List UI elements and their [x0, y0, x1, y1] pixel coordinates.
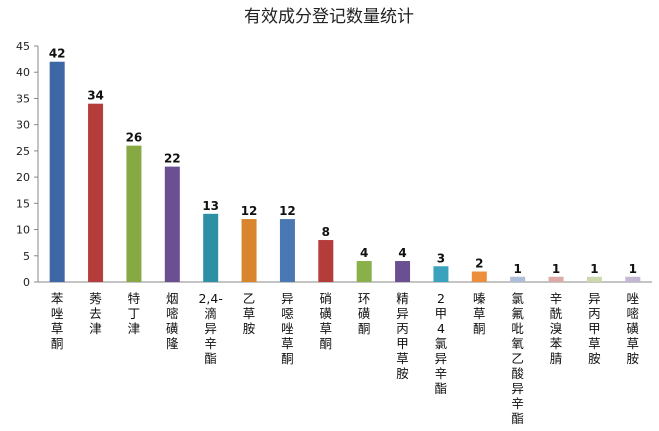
data-label: 8: [322, 225, 330, 239]
x-tick-label: 2,4-滴异辛酯: [198, 291, 222, 366]
x-axis-labels: 苯唑草酮 莠去津 特丁津 烟嘧磺隆 2,4-滴异辛酯 乙草胺 异噁唑草酮 硝磺草酮 环磺酮 精异丙…: [51, 291, 640, 426]
bar: [548, 276, 564, 282]
data-label: 3: [437, 251, 445, 265]
x-tick-label: 环磺酮: [358, 291, 371, 336]
bar: [164, 166, 180, 282]
y-tick-label: 15: [16, 197, 30, 210]
x-tick-label: 辛酰溴苯腈: [550, 291, 563, 366]
bar: [88, 103, 104, 282]
data-label: 2: [475, 257, 483, 271]
bar: [356, 261, 372, 282]
x-tick-label: 莠去津: [89, 291, 102, 336]
x-tick-label: 2 甲 4 氯异辛酯: [435, 291, 448, 396]
x-tick-label: 乙草胺: [243, 291, 256, 336]
bar: [471, 271, 487, 282]
data-label: 22: [164, 152, 181, 166]
y-tick-label: 5: [23, 250, 30, 263]
bar: [510, 276, 526, 282]
data-label: 1: [552, 262, 560, 276]
y-tick-label: 45: [16, 40, 30, 53]
x-tick-label: 异噁唑草酮: [281, 291, 294, 366]
data-label: 42: [49, 47, 66, 61]
x-tick-label: 硝磺草酮: [320, 291, 333, 351]
x-tick-label: 烟嘧磺隆: [166, 291, 179, 351]
bar: [433, 266, 449, 282]
data-label: 4: [398, 246, 406, 260]
x-tick-label: 特丁津: [128, 291, 141, 336]
y-axis: 0 5 10 15 20 25 30 35 40 45: [16, 40, 652, 289]
bar: [279, 219, 295, 282]
y-tick-label: 0: [23, 276, 30, 289]
bar: [49, 61, 65, 282]
data-label: 12: [241, 204, 258, 218]
bar: [241, 219, 257, 282]
bars: [49, 61, 641, 282]
x-tick-label: 精异丙甲草胺: [396, 291, 409, 381]
y-tick-label: 25: [16, 145, 30, 158]
data-label: 12: [279, 204, 296, 218]
data-label: 4: [360, 246, 368, 260]
x-tick-label: 唑嘧磺草胺: [627, 291, 640, 366]
bar: [318, 240, 334, 282]
x-tick-label: 苯唑草酮: [51, 291, 64, 351]
bar: [625, 276, 641, 282]
bar: [395, 261, 411, 282]
data-label: 13: [202, 199, 219, 213]
y-tick-label: 10: [16, 224, 30, 237]
data-labels: 42 34 26 22 13 12 12 8 4 4 3 2 1 1 1 1: [49, 47, 637, 276]
data-label: 26: [126, 131, 143, 145]
chart-title: 有效成分登记数量统计: [244, 7, 414, 27]
x-tick-label: 异丙甲草胺: [588, 291, 601, 366]
y-tick-label: 35: [16, 92, 30, 105]
x-tick-label: 氯氟吡氧乙酸异辛酯: [511, 291, 524, 426]
y-tick-label: 30: [16, 119, 30, 132]
data-label: 34: [87, 89, 104, 103]
bar: [586, 276, 602, 282]
x-tick-label: 嗪草酮: [473, 291, 486, 336]
y-tick-label: 20: [16, 171, 30, 184]
data-label: 1: [590, 262, 598, 276]
y-tick-label: 40: [16, 66, 30, 79]
data-label: 1: [629, 262, 637, 276]
bar: [203, 213, 219, 282]
data-label: 1: [514, 262, 522, 276]
bar: [126, 145, 142, 282]
